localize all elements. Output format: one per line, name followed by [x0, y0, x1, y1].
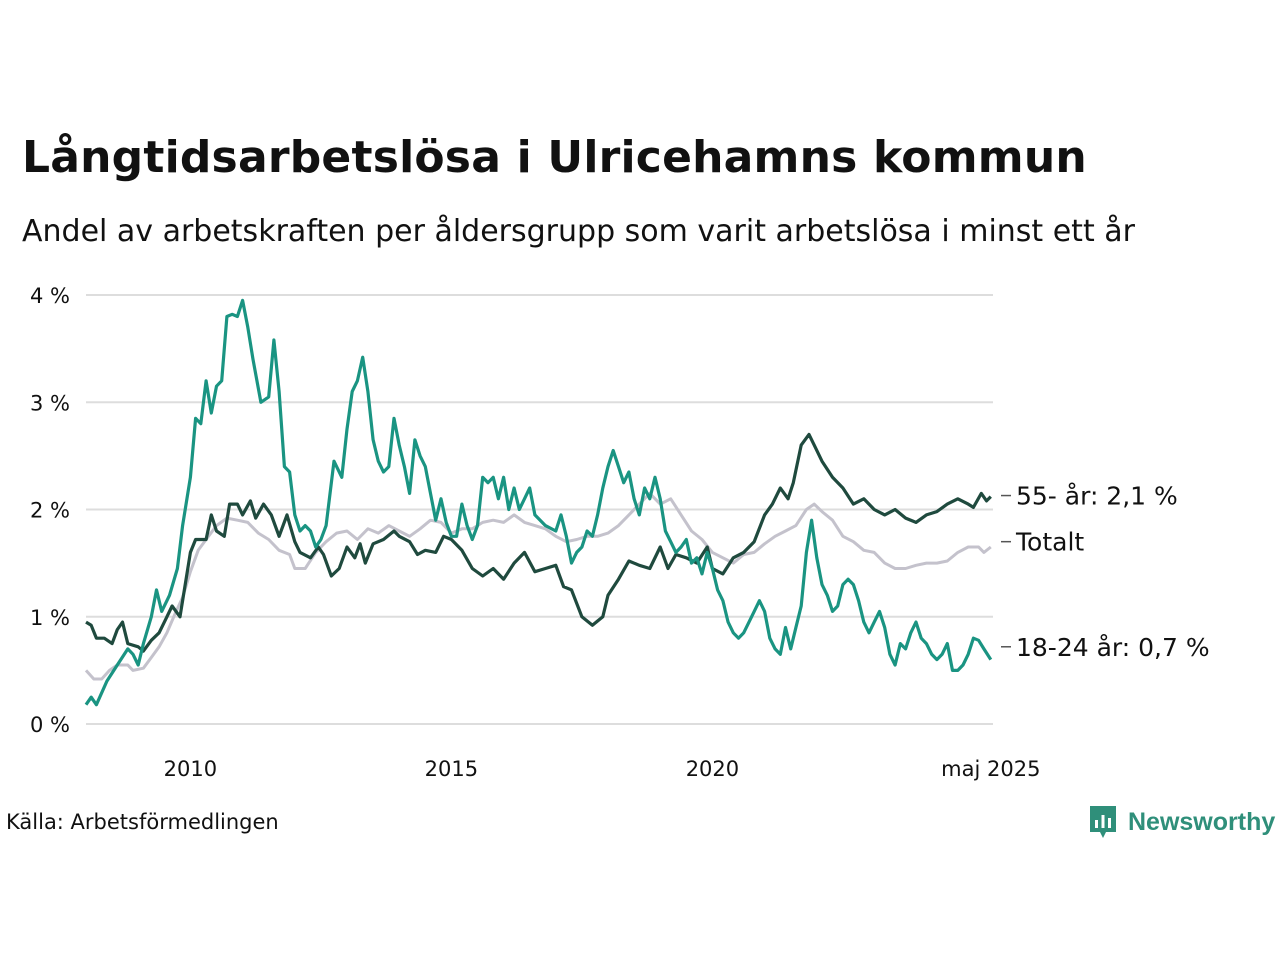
brand-logo: Newsworthy: [1088, 804, 1275, 840]
end-label-old: 55- år: 2,1 %: [1016, 482, 1178, 511]
chart-subtitle: Andel av arbetskraften per åldersgrupp s…: [22, 214, 1135, 249]
end-label-total: Totalt: [1015, 528, 1084, 557]
y-tick-label: 0 %: [30, 713, 70, 737]
x-tick-label: 2015: [425, 757, 478, 781]
end-label-young: 18-24 år: 0,7 %: [1016, 633, 1210, 662]
series-line-total: [84, 491, 992, 681]
x-tick-label: maj 2025: [941, 757, 1040, 781]
x-tick-label: 2010: [164, 757, 217, 781]
y-tick-label: 2 %: [30, 499, 70, 523]
newsworthy-logo-icon: [1090, 806, 1116, 838]
x-tick-label: 2020: [686, 757, 739, 781]
chart-title: Långtidsarbetslösa i Ulricehamns kommun: [22, 132, 1087, 183]
y-tick-label: 1 %: [30, 606, 70, 630]
y-tick-label: 4 %: [30, 284, 70, 308]
y-tick-label: 3 %: [30, 391, 70, 415]
series-line-young: [84, 298, 993, 707]
series-line-old: [85, 432, 992, 653]
source-note: Källa: Arbetsförmedlingen: [6, 810, 279, 834]
line-chart: 0 % 1 % 2 % 3 % 4 % 2010 2015 2020 maj 2025 Total…: [30, 284, 1210, 781]
brand-name: Newsworthy: [1128, 807, 1276, 836]
